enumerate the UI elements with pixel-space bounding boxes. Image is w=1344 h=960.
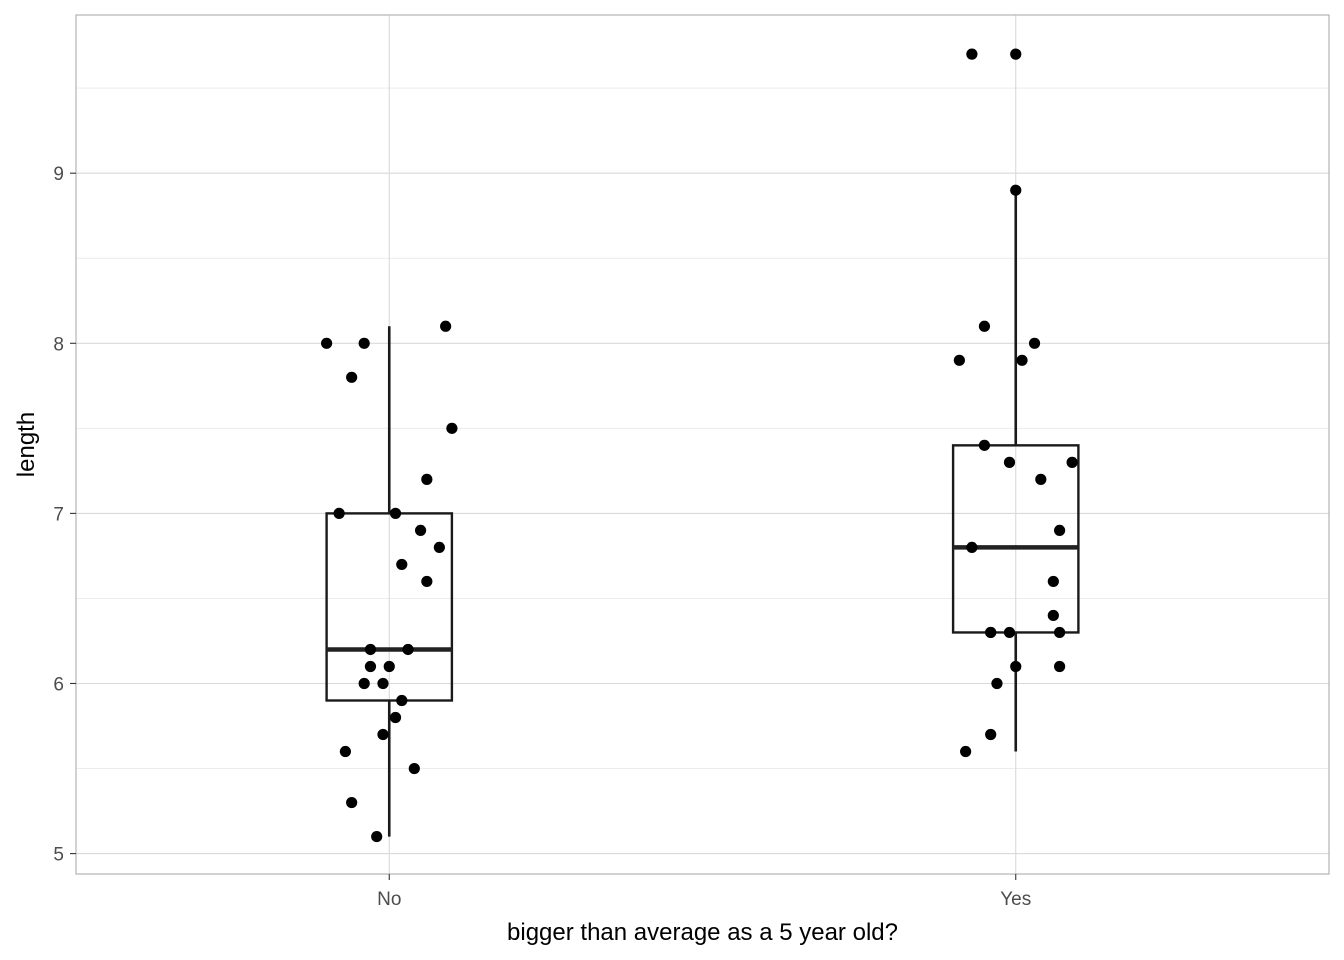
data-point bbox=[1047, 575, 1059, 588]
data-point bbox=[446, 422, 458, 434]
data-point bbox=[364, 660, 377, 673]
boxplots bbox=[325, 190, 1080, 837]
data-point bbox=[1035, 473, 1047, 485]
data-point bbox=[1054, 660, 1066, 673]
boxplot-no bbox=[325, 326, 454, 837]
data-points bbox=[321, 48, 1078, 843]
data-point bbox=[1003, 456, 1016, 468]
data-point bbox=[377, 728, 389, 741]
data-point bbox=[377, 677, 389, 690]
data-point bbox=[978, 320, 991, 332]
data-point bbox=[414, 524, 427, 537]
data-point bbox=[358, 677, 370, 690]
data-point bbox=[402, 643, 414, 656]
data-point bbox=[1016, 354, 1028, 366]
data-point bbox=[396, 694, 408, 707]
y-tick-label: 8 bbox=[53, 334, 64, 355]
data-point bbox=[1047, 609, 1059, 622]
data-point bbox=[346, 371, 358, 383]
data-point bbox=[421, 575, 433, 588]
data-point bbox=[396, 558, 408, 571]
data-point bbox=[1028, 337, 1041, 349]
data-point bbox=[966, 541, 978, 554]
y-tick-label: 6 bbox=[53, 674, 64, 695]
y-axis-ticks: 5 6 7 8 9 bbox=[53, 164, 76, 866]
data-point bbox=[408, 762, 420, 775]
interquartile-box bbox=[325, 512, 454, 702]
y-tick-label: 9 bbox=[53, 164, 64, 185]
data-point bbox=[1010, 48, 1022, 60]
interquartile-box bbox=[951, 444, 1080, 634]
data-point bbox=[371, 830, 383, 843]
minor-grid bbox=[76, 87, 1329, 770]
data-point bbox=[991, 677, 1003, 690]
data-point bbox=[364, 643, 377, 656]
data-point bbox=[358, 337, 370, 349]
data-point bbox=[383, 660, 395, 673]
data-point bbox=[985, 728, 997, 741]
data-point bbox=[346, 796, 358, 809]
x-tick-label: No bbox=[377, 889, 401, 910]
x-axis-ticks: No Yes bbox=[377, 874, 1031, 910]
data-point bbox=[1054, 626, 1066, 639]
data-point bbox=[440, 320, 452, 332]
data-point bbox=[1003, 626, 1016, 639]
data-point bbox=[333, 507, 345, 519]
data-point bbox=[1066, 456, 1078, 468]
y-tick-label: 5 bbox=[53, 845, 64, 866]
data-point bbox=[339, 745, 351, 758]
x-tick-label: Yes bbox=[1000, 889, 1031, 910]
data-point bbox=[960, 745, 972, 758]
major-grid bbox=[76, 15, 1329, 874]
x-axis-title: bigger than average as a 5 year old? bbox=[507, 919, 898, 946]
data-point bbox=[966, 48, 978, 60]
data-point bbox=[389, 507, 402, 519]
data-point bbox=[321, 337, 333, 349]
y-tick-label: 7 bbox=[53, 504, 64, 525]
data-point bbox=[433, 541, 445, 554]
data-point bbox=[1010, 184, 1022, 196]
data-point bbox=[985, 626, 997, 639]
data-point bbox=[1010, 660, 1022, 673]
panel-border bbox=[75, 14, 1330, 875]
data-point bbox=[978, 439, 991, 451]
data-point bbox=[421, 473, 433, 485]
data-point bbox=[389, 711, 402, 724]
data-point bbox=[953, 354, 965, 366]
data-point bbox=[1054, 524, 1066, 537]
y-axis-title: length bbox=[13, 412, 40, 477]
